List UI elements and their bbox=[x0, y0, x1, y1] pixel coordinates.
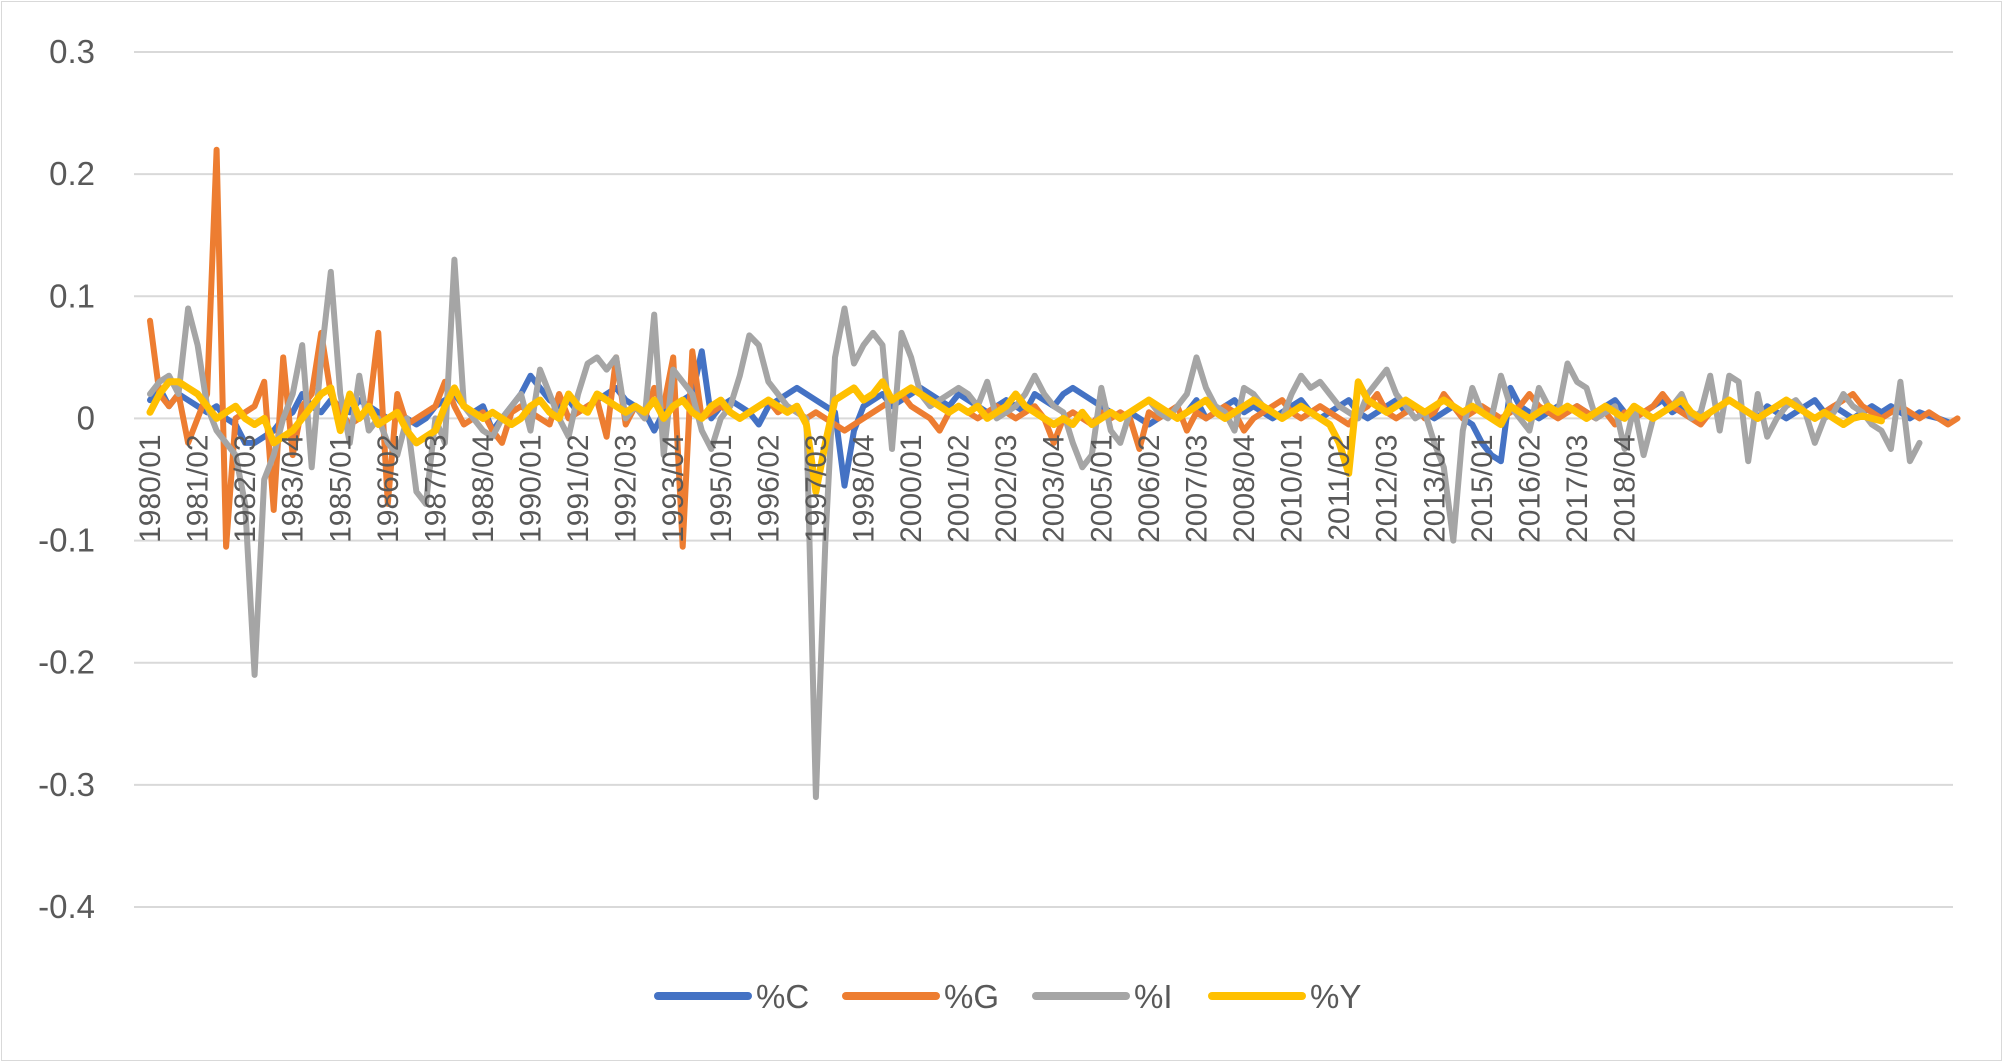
x-tick-label: 1981/02 bbox=[182, 434, 215, 542]
x-tick-label: 2016/02 bbox=[1513, 434, 1546, 542]
legend-item: %G bbox=[842, 978, 999, 1015]
x-tick-label: 1986/02 bbox=[372, 434, 405, 542]
y-axis-tick-labels: 0.3 0.2 0.1 0 -0.1 -0.2 -0.3 -0.4 bbox=[38, 33, 95, 925]
y-tick-label: -0.2 bbox=[38, 644, 95, 681]
x-tick-label: 2005/01 bbox=[1085, 434, 1118, 542]
x-tick-label: 2000/01 bbox=[895, 434, 928, 542]
x-tick-label: 2011/02 bbox=[1323, 434, 1356, 540]
x-tick-label: 2006/02 bbox=[1133, 434, 1166, 542]
y-gridlines bbox=[134, 51, 1953, 908]
x-tick-label: 1987/03 bbox=[419, 434, 452, 542]
y-tick-label: -0.4 bbox=[38, 888, 95, 925]
x-tick-label: 1995/01 bbox=[705, 434, 738, 542]
x-tick-label: 1991/02 bbox=[562, 434, 595, 542]
x-tick-label: 2008/04 bbox=[1228, 434, 1261, 542]
x-tick-label: 1985/01 bbox=[324, 434, 357, 542]
y-tick-label: 0.2 bbox=[49, 155, 95, 192]
x-tick-label: 1997/03 bbox=[800, 434, 833, 542]
x-tick-label: 2017/03 bbox=[1561, 434, 1594, 542]
series-line-i bbox=[147, 256, 1923, 801]
x-tick-label: 1990/01 bbox=[515, 434, 548, 542]
legend-label: %Y bbox=[1310, 978, 1361, 1015]
series-line-y bbox=[146, 378, 1885, 496]
legend-label: %G bbox=[944, 978, 999, 1015]
y-tick-label: 0 bbox=[77, 399, 95, 436]
x-tick-label: 2018/04 bbox=[1609, 434, 1642, 542]
x-axis-tick-labels: 1980/01 1981/02 1982/03 1983/04 1985/01 1986/… bbox=[134, 434, 1642, 542]
legend-item: %C bbox=[654, 978, 809, 1015]
x-tick-label: 1982/03 bbox=[229, 434, 262, 542]
x-tick-label: 2003/04 bbox=[1038, 434, 1071, 542]
legend: %C %G %I %Y bbox=[654, 978, 1361, 1015]
x-tick-label: 2010/01 bbox=[1276, 434, 1309, 542]
legend-label: %I bbox=[1134, 978, 1173, 1015]
y-tick-label: 0.3 bbox=[49, 33, 95, 70]
x-tick-label: 1998/04 bbox=[847, 434, 880, 542]
x-tick-label: 1992/03 bbox=[610, 434, 643, 542]
legend-label: %C bbox=[756, 978, 809, 1015]
x-tick-label: 2015/01 bbox=[1466, 434, 1499, 542]
legend-item: %Y bbox=[1208, 978, 1361, 1015]
y-tick-label: -0.3 bbox=[38, 766, 95, 803]
x-tick-label: 1996/02 bbox=[752, 434, 785, 542]
y-tick-label: 0.1 bbox=[49, 277, 95, 314]
x-tick-label: 2007/03 bbox=[1180, 434, 1213, 542]
x-tick-label: 1988/04 bbox=[467, 434, 500, 542]
x-tick-label: 2012/03 bbox=[1371, 434, 1404, 542]
x-tick-label: 2001/02 bbox=[943, 434, 976, 542]
y-tick-label: -0.1 bbox=[38, 522, 95, 559]
x-tick-label: 2013/04 bbox=[1418, 434, 1451, 542]
x-tick-label: 1993/04 bbox=[657, 434, 690, 542]
legend-item: %I bbox=[1032, 978, 1173, 1015]
series-lines bbox=[146, 146, 1961, 801]
x-tick-label: 1980/01 bbox=[134, 434, 167, 542]
x-tick-label: 2002/03 bbox=[990, 434, 1023, 542]
x-tick-label: 1983/04 bbox=[277, 434, 310, 542]
